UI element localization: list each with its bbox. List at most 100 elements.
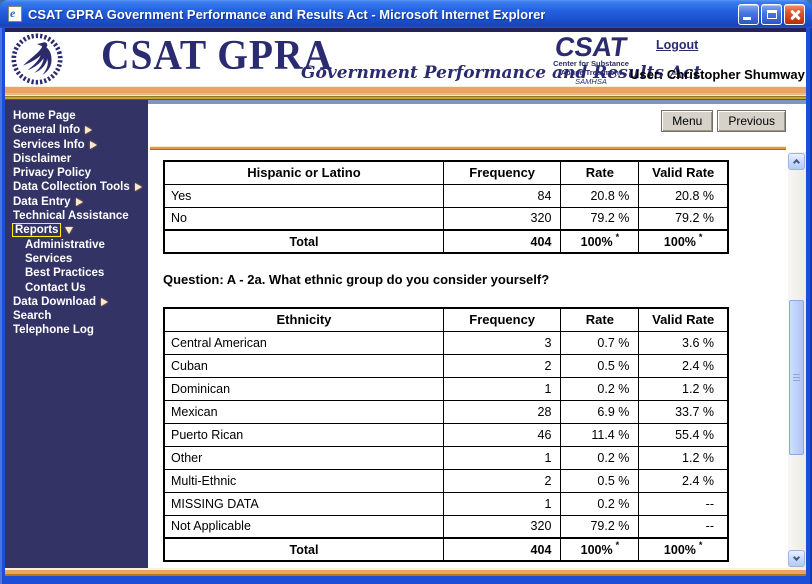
column-header: Rate	[560, 307, 640, 332]
table-cell: 1.2 %	[638, 376, 729, 401]
csat-logo-line1: Center for Substance	[553, 59, 629, 68]
table-cell: 1	[442, 445, 562, 470]
sidebar-item-technical-assistance[interactable]: Technical Assistance	[5, 209, 148, 223]
gold-divider-bar	[5, 86, 806, 100]
table-cell: 55.4 %	[638, 422, 729, 447]
table-cell: 0.5 %	[560, 353, 640, 378]
sidebar-item-label: Data Download	[13, 295, 97, 308]
chevron-up-icon	[792, 158, 801, 167]
maximize-button[interactable]	[761, 4, 782, 25]
table-cell: 0.2 %	[560, 491, 640, 516]
sidebar-item-data-collection-tools[interactable]: Data Collection Tools	[5, 180, 148, 194]
sidebar-item-label: Home Page	[13, 110, 76, 122]
menu-button[interactable]: Menu	[661, 110, 714, 132]
orange-divider	[150, 146, 786, 150]
chevron-right-icon	[75, 197, 83, 206]
footnote-marker: *	[615, 232, 620, 243]
footnote-marker: *	[698, 232, 703, 243]
csat-logo-acronym: CSAT	[553, 32, 629, 62]
close-button[interactable]	[784, 4, 805, 25]
column-header: Rate	[560, 160, 640, 185]
sidebar-item-administrative[interactable]: Administrative	[5, 238, 148, 252]
page-header: CSAT GPRA Government Performance and Res…	[5, 32, 806, 86]
column-header: Frequency	[442, 307, 562, 332]
table-cell: 0.2 %	[560, 376, 640, 401]
chevron-right-icon	[134, 183, 142, 192]
table-cell: Puerto Rican	[163, 422, 444, 447]
results-table-ethnicity: Ethnicity Frequency Rate Valid Rate Central …	[163, 307, 729, 562]
table-cell: 79.2 %	[560, 206, 640, 231]
column-header: Valid Rate	[638, 307, 729, 332]
table-cell: 20.8 %	[638, 183, 729, 208]
content-top-divider	[148, 100, 806, 104]
footnote-marker: *	[615, 540, 620, 551]
scroll-down-button[interactable]	[788, 550, 805, 567]
vertical-scrollbar[interactable]	[788, 152, 806, 568]
total-cell: 100% *	[638, 537, 729, 562]
minimize-button[interactable]	[738, 4, 759, 25]
sidebar-item-label: Privacy Policy	[13, 167, 91, 180]
table-row: Cuban 2 0.5 % 2.4 %	[163, 353, 729, 378]
total-cell: 404	[442, 229, 562, 254]
table-cell: Cuban	[163, 353, 444, 378]
table-cell: 84	[442, 183, 562, 208]
sidebar-item-home-page[interactable]: Home Page	[5, 109, 148, 123]
total-cell: 404	[442, 537, 562, 562]
table-cell: 33.7 %	[638, 399, 729, 424]
table-row: Yes 84 20.8 % 20.8 %	[163, 183, 729, 208]
sidebar-item-search[interactable]: Search	[5, 309, 148, 323]
table-cell: --	[638, 514, 729, 539]
hhs-eagle-logo-icon	[11, 33, 63, 85]
sidebar-item-telephone-log[interactable]: Telephone Log	[5, 323, 148, 337]
table-cell: 20.8 %	[560, 183, 640, 208]
sidebar-item-general-info[interactable]: General Info	[5, 123, 148, 137]
chevron-right-icon	[89, 140, 97, 149]
table-cell: 1	[442, 376, 562, 401]
sidebar-item-disclaimer[interactable]: Disclaimer	[5, 152, 148, 166]
table-row: Multi-Ethnic 2 0.5 % 2.4 %	[163, 468, 729, 493]
sidebar-item-services-info[interactable]: Services Info	[5, 138, 148, 152]
sidebar-item-label: Reports	[15, 224, 59, 237]
sidebar-item-label: Telephone Log	[13, 324, 94, 337]
scroll-up-button[interactable]	[788, 153, 805, 170]
question-text: Question: A - 2a. What ethnic group do y…	[163, 272, 550, 287]
maximize-icon	[767, 10, 777, 19]
sidebar-item-contact-us[interactable]: Contact Us	[5, 281, 148, 295]
chevron-down-icon	[65, 226, 74, 234]
table-total-row: Total 404 100% * 100% *	[163, 229, 729, 254]
csat-logo: CSAT Center for Substance Abuse Treatmen…	[543, 32, 639, 87]
sidebar-item-label: Services Info	[13, 138, 85, 151]
sidebar-item-best-practices[interactable]: Best Practices	[5, 266, 148, 280]
sidebar-item-services[interactable]: Services	[5, 252, 148, 266]
chevron-right-icon	[101, 297, 109, 306]
sidebar-item-privacy-policy[interactable]: Privacy Policy	[5, 166, 148, 180]
csat-logo-line2: Abuse Treatment	[560, 68, 622, 77]
scrollbar-thumb[interactable]	[789, 300, 804, 455]
table-row: Mexican 28 6.9 % 33.7 %	[163, 399, 729, 424]
table-cell: 6.9 %	[560, 399, 640, 424]
total-cell: 100% *	[560, 537, 640, 562]
table-row: Not Applicable 320 79.2 % --	[163, 514, 729, 539]
table-cell: --	[638, 491, 729, 516]
table-cell: 0.2 %	[560, 445, 640, 470]
sidebar-item-label: Technical Assistance	[13, 210, 129, 223]
results-table-hispanic: Hispanic or Latino Frequency Rate Valid Rat…	[163, 160, 729, 254]
table-cell: 79.2 %	[638, 206, 729, 231]
sidebar-item-data-download[interactable]: Data Download	[5, 295, 148, 309]
table-cell: 3.6 %	[638, 330, 729, 355]
footnote-marker: *	[698, 540, 703, 551]
logout-link[interactable]: Logout	[656, 38, 699, 52]
table-cell: 320	[442, 514, 562, 539]
total-cell: Total	[163, 537, 444, 562]
table-row: Dominican 1 0.2 % 1.2 %	[163, 376, 729, 401]
previous-button[interactable]: Previous	[717, 110, 786, 132]
sidebar-item-data-entry[interactable]: Data Entry	[5, 195, 148, 209]
sidebar-item-reports[interactable]: Reports	[5, 223, 148, 237]
table-cell: Central American	[163, 330, 444, 355]
table-cell: 2	[442, 353, 562, 378]
title-bar[interactable]: CSAT GPRA Government Performance and Res…	[0, 0, 812, 28]
sidebar-item-label: Disclaimer	[13, 152, 72, 165]
brand-tagline: Government Performance and Results Act	[301, 63, 702, 83]
table-header-row: Ethnicity Frequency Rate Valid Rate	[163, 307, 729, 332]
current-user-label: User: Christopher Shumway	[630, 67, 805, 82]
